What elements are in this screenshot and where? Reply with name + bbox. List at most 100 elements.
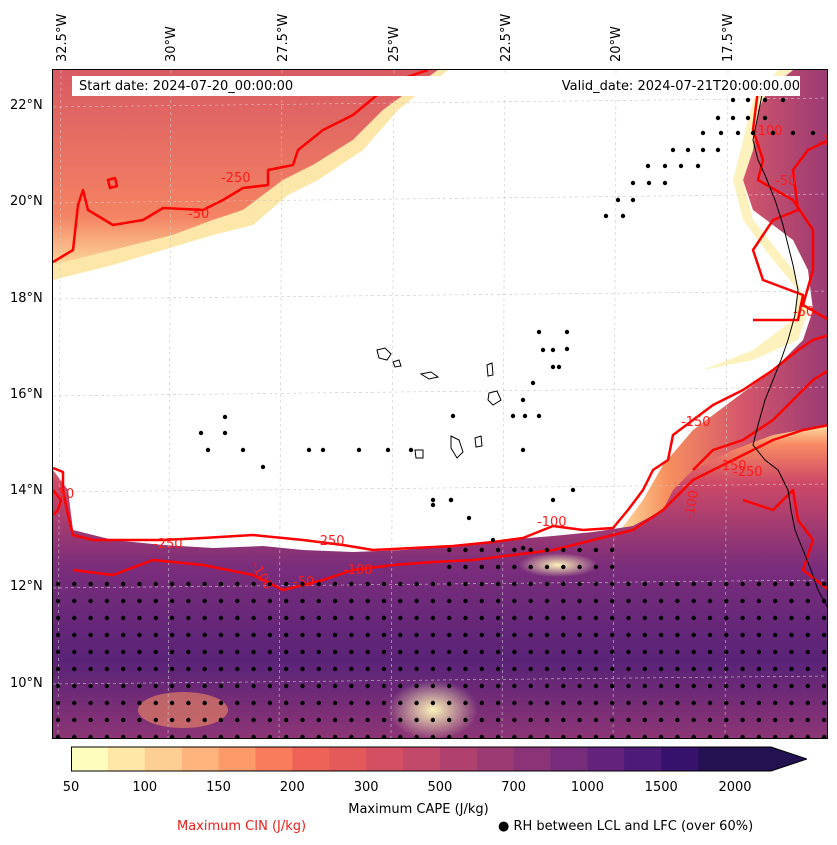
rh-dot bbox=[756, 615, 762, 621]
rh-dot bbox=[750, 130, 756, 136]
cape-hotspot-southwest bbox=[138, 692, 228, 728]
rh-dot bbox=[218, 666, 224, 672]
rh-dot bbox=[512, 632, 517, 638]
rh-dot bbox=[626, 717, 631, 723]
rh-dot bbox=[55, 598, 61, 604]
rh-dot bbox=[642, 734, 647, 738]
rh-dot bbox=[463, 547, 468, 553]
rh-dot bbox=[707, 598, 713, 604]
rh-dot bbox=[821, 666, 827, 672]
rh-dot bbox=[72, 598, 77, 604]
rh-dot bbox=[707, 649, 713, 655]
rh-dot bbox=[55, 666, 61, 672]
rh-dot bbox=[284, 734, 289, 738]
rh-dot bbox=[55, 649, 61, 655]
rh-dot bbox=[740, 632, 745, 638]
rh-dot bbox=[528, 649, 533, 655]
rh-dot bbox=[603, 213, 609, 219]
colorbar-swatch bbox=[181, 747, 220, 771]
colorbar-swatch bbox=[218, 747, 256, 771]
rh-dot bbox=[745, 115, 751, 121]
rh-dot bbox=[55, 734, 61, 738]
rh-dot bbox=[398, 717, 403, 723]
rh-dot bbox=[675, 581, 680, 587]
rh-dot bbox=[316, 598, 321, 604]
rh-dot bbox=[430, 632, 436, 638]
rh-dot bbox=[685, 147, 691, 153]
rh-dot bbox=[724, 598, 729, 604]
rh-dot bbox=[658, 581, 664, 587]
rh-dot bbox=[349, 632, 354, 638]
rh-dot bbox=[398, 649, 403, 655]
rh-dot bbox=[805, 615, 810, 621]
rh-dot bbox=[267, 734, 273, 738]
rh-dot bbox=[495, 547, 501, 553]
rh-dot bbox=[564, 329, 570, 335]
rh-dot bbox=[707, 734, 713, 738]
colorbar-swatch bbox=[292, 747, 330, 771]
rh-dot bbox=[528, 564, 533, 570]
map-panel[interactable]: -250 -50 -250 -100 -50 -250 -100 -250 -5… bbox=[52, 69, 828, 739]
rh-dot bbox=[88, 615, 93, 621]
rh-dot bbox=[430, 598, 436, 604]
rh-dot bbox=[528, 683, 533, 689]
rh-dot bbox=[267, 615, 273, 621]
rh-dot bbox=[626, 615, 631, 621]
lat-label-16n: 16°N bbox=[10, 387, 43, 402]
rh-dot bbox=[202, 683, 207, 689]
rh-dot bbox=[536, 413, 542, 419]
rh-dot bbox=[72, 734, 77, 738]
rh-dot bbox=[169, 666, 175, 672]
rh-dot bbox=[349, 649, 354, 655]
rh-dot bbox=[153, 666, 158, 672]
rh-dot bbox=[724, 649, 729, 655]
rh-dot bbox=[544, 598, 550, 604]
rh-dot bbox=[740, 717, 745, 723]
rh-dot bbox=[691, 683, 696, 689]
rh-dot bbox=[186, 615, 191, 621]
rh-dot bbox=[121, 734, 126, 738]
rh-dot bbox=[642, 615, 647, 621]
rh-dot bbox=[773, 717, 778, 723]
rh-dot bbox=[490, 537, 496, 543]
rh-dot bbox=[512, 683, 517, 689]
rh-dot bbox=[398, 683, 403, 689]
rh-dot bbox=[520, 545, 526, 551]
rh-dot bbox=[332, 700, 338, 706]
rh-dot bbox=[463, 717, 468, 723]
rh-dot bbox=[104, 632, 110, 638]
rh-dot bbox=[479, 547, 484, 553]
rh-dot bbox=[205, 447, 211, 453]
rh-dot bbox=[137, 734, 142, 738]
colorbar-swatch bbox=[329, 747, 367, 771]
rh-dot bbox=[610, 683, 615, 689]
rh-dot bbox=[620, 213, 626, 219]
rh-dot bbox=[121, 598, 126, 604]
rh-dot bbox=[153, 700, 158, 706]
rh-dot bbox=[593, 598, 599, 604]
colorbar-tick-label: 1000 bbox=[570, 780, 604, 795]
rh-dot bbox=[691, 649, 696, 655]
rh-dot bbox=[528, 666, 533, 672]
rh-dot bbox=[316, 717, 321, 723]
rh-dot bbox=[169, 717, 175, 723]
colorbar-swatch bbox=[255, 747, 293, 771]
rh-dot bbox=[789, 615, 794, 621]
rh-dot bbox=[691, 700, 696, 706]
lon-label-25w: 25°W bbox=[387, 26, 402, 62]
rh-dot bbox=[381, 734, 387, 738]
rh-dot bbox=[430, 497, 436, 503]
rh-dot bbox=[218, 700, 224, 706]
rh-dot bbox=[381, 649, 387, 655]
rh-dot bbox=[365, 734, 370, 738]
rh-dot bbox=[235, 581, 240, 587]
colorbar-tick-label: 300 bbox=[353, 780, 379, 795]
rh-dot bbox=[447, 547, 452, 553]
cape-field-south bbox=[53, 425, 827, 738]
contour-label: -250 bbox=[153, 537, 183, 552]
rh-dot bbox=[365, 598, 370, 604]
rh-dot bbox=[789, 717, 794, 723]
rh-dot bbox=[169, 734, 175, 738]
rh-dot bbox=[72, 666, 77, 672]
rh-dot bbox=[770, 130, 776, 136]
